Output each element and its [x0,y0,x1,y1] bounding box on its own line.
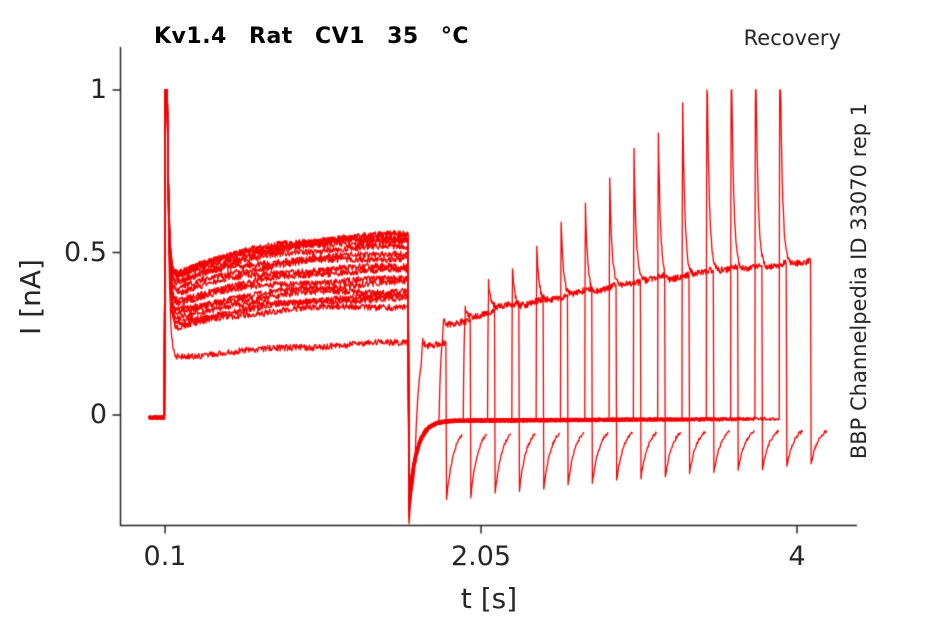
y-tick-label-0: 0 [89,399,107,430]
x-tick-label-0p1: 0.1 [143,541,187,572]
x-tick-label-2p05: 2.05 [450,541,512,572]
y-tick-label-0p5: 0.5 [64,237,107,268]
x-tick-label-4: 4 [788,541,806,572]
protocol-name-label: Recovery [743,26,841,50]
attribution-label: BBP Channelpedia ID 33070 rep 1 [847,102,871,460]
chart-title: Kv1.4 Rat CV1 35 °C [154,24,470,49]
y-tick-label-1: 1 [89,74,107,105]
x-axis-label: t [s] [460,582,518,615]
